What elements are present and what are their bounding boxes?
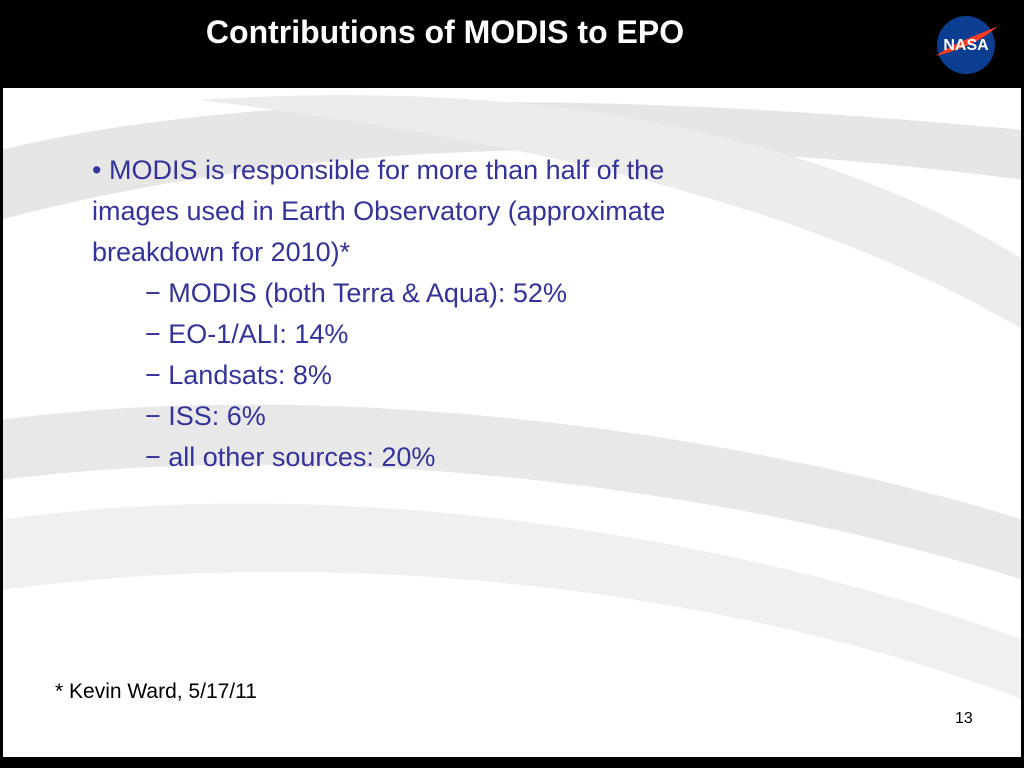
bullet-line: images used in Earth Observatory (approx…	[92, 196, 666, 226]
footnote: * Kevin Ward, 5/17/11	[55, 680, 257, 703]
sub-item: − EO-1/ALI: 14%	[145, 319, 349, 349]
sub-item: − MODIS (both Terra & Aqua): 52%	[145, 278, 567, 308]
header-bar	[0, 0, 1024, 88]
left-border	[0, 88, 3, 758]
bullet-line: breakdown for 2010)*	[92, 237, 351, 267]
nasa-logo: NASA	[936, 16, 998, 74]
right-border	[1021, 88, 1024, 758]
logo-text: NASA	[943, 37, 989, 54]
bullet-line: • MODIS is responsible for more than hal…	[92, 155, 665, 185]
swoosh	[0, 404, 1024, 580]
page-number: 13	[955, 710, 973, 727]
swoosh	[200, 95, 1024, 331]
sub-item: − all other sources: 20%	[145, 442, 436, 472]
logo-swoosh	[936, 26, 998, 56]
slide-title: Contributions of MODIS to EPO	[205, 14, 685, 50]
swoosh	[0, 503, 1024, 700]
bottom-bar	[0, 757, 1024, 768]
swoosh	[0, 102, 1024, 220]
sub-item: − ISS: 6%	[145, 401, 266, 431]
sub-item: − Landsats: 8%	[145, 360, 332, 390]
